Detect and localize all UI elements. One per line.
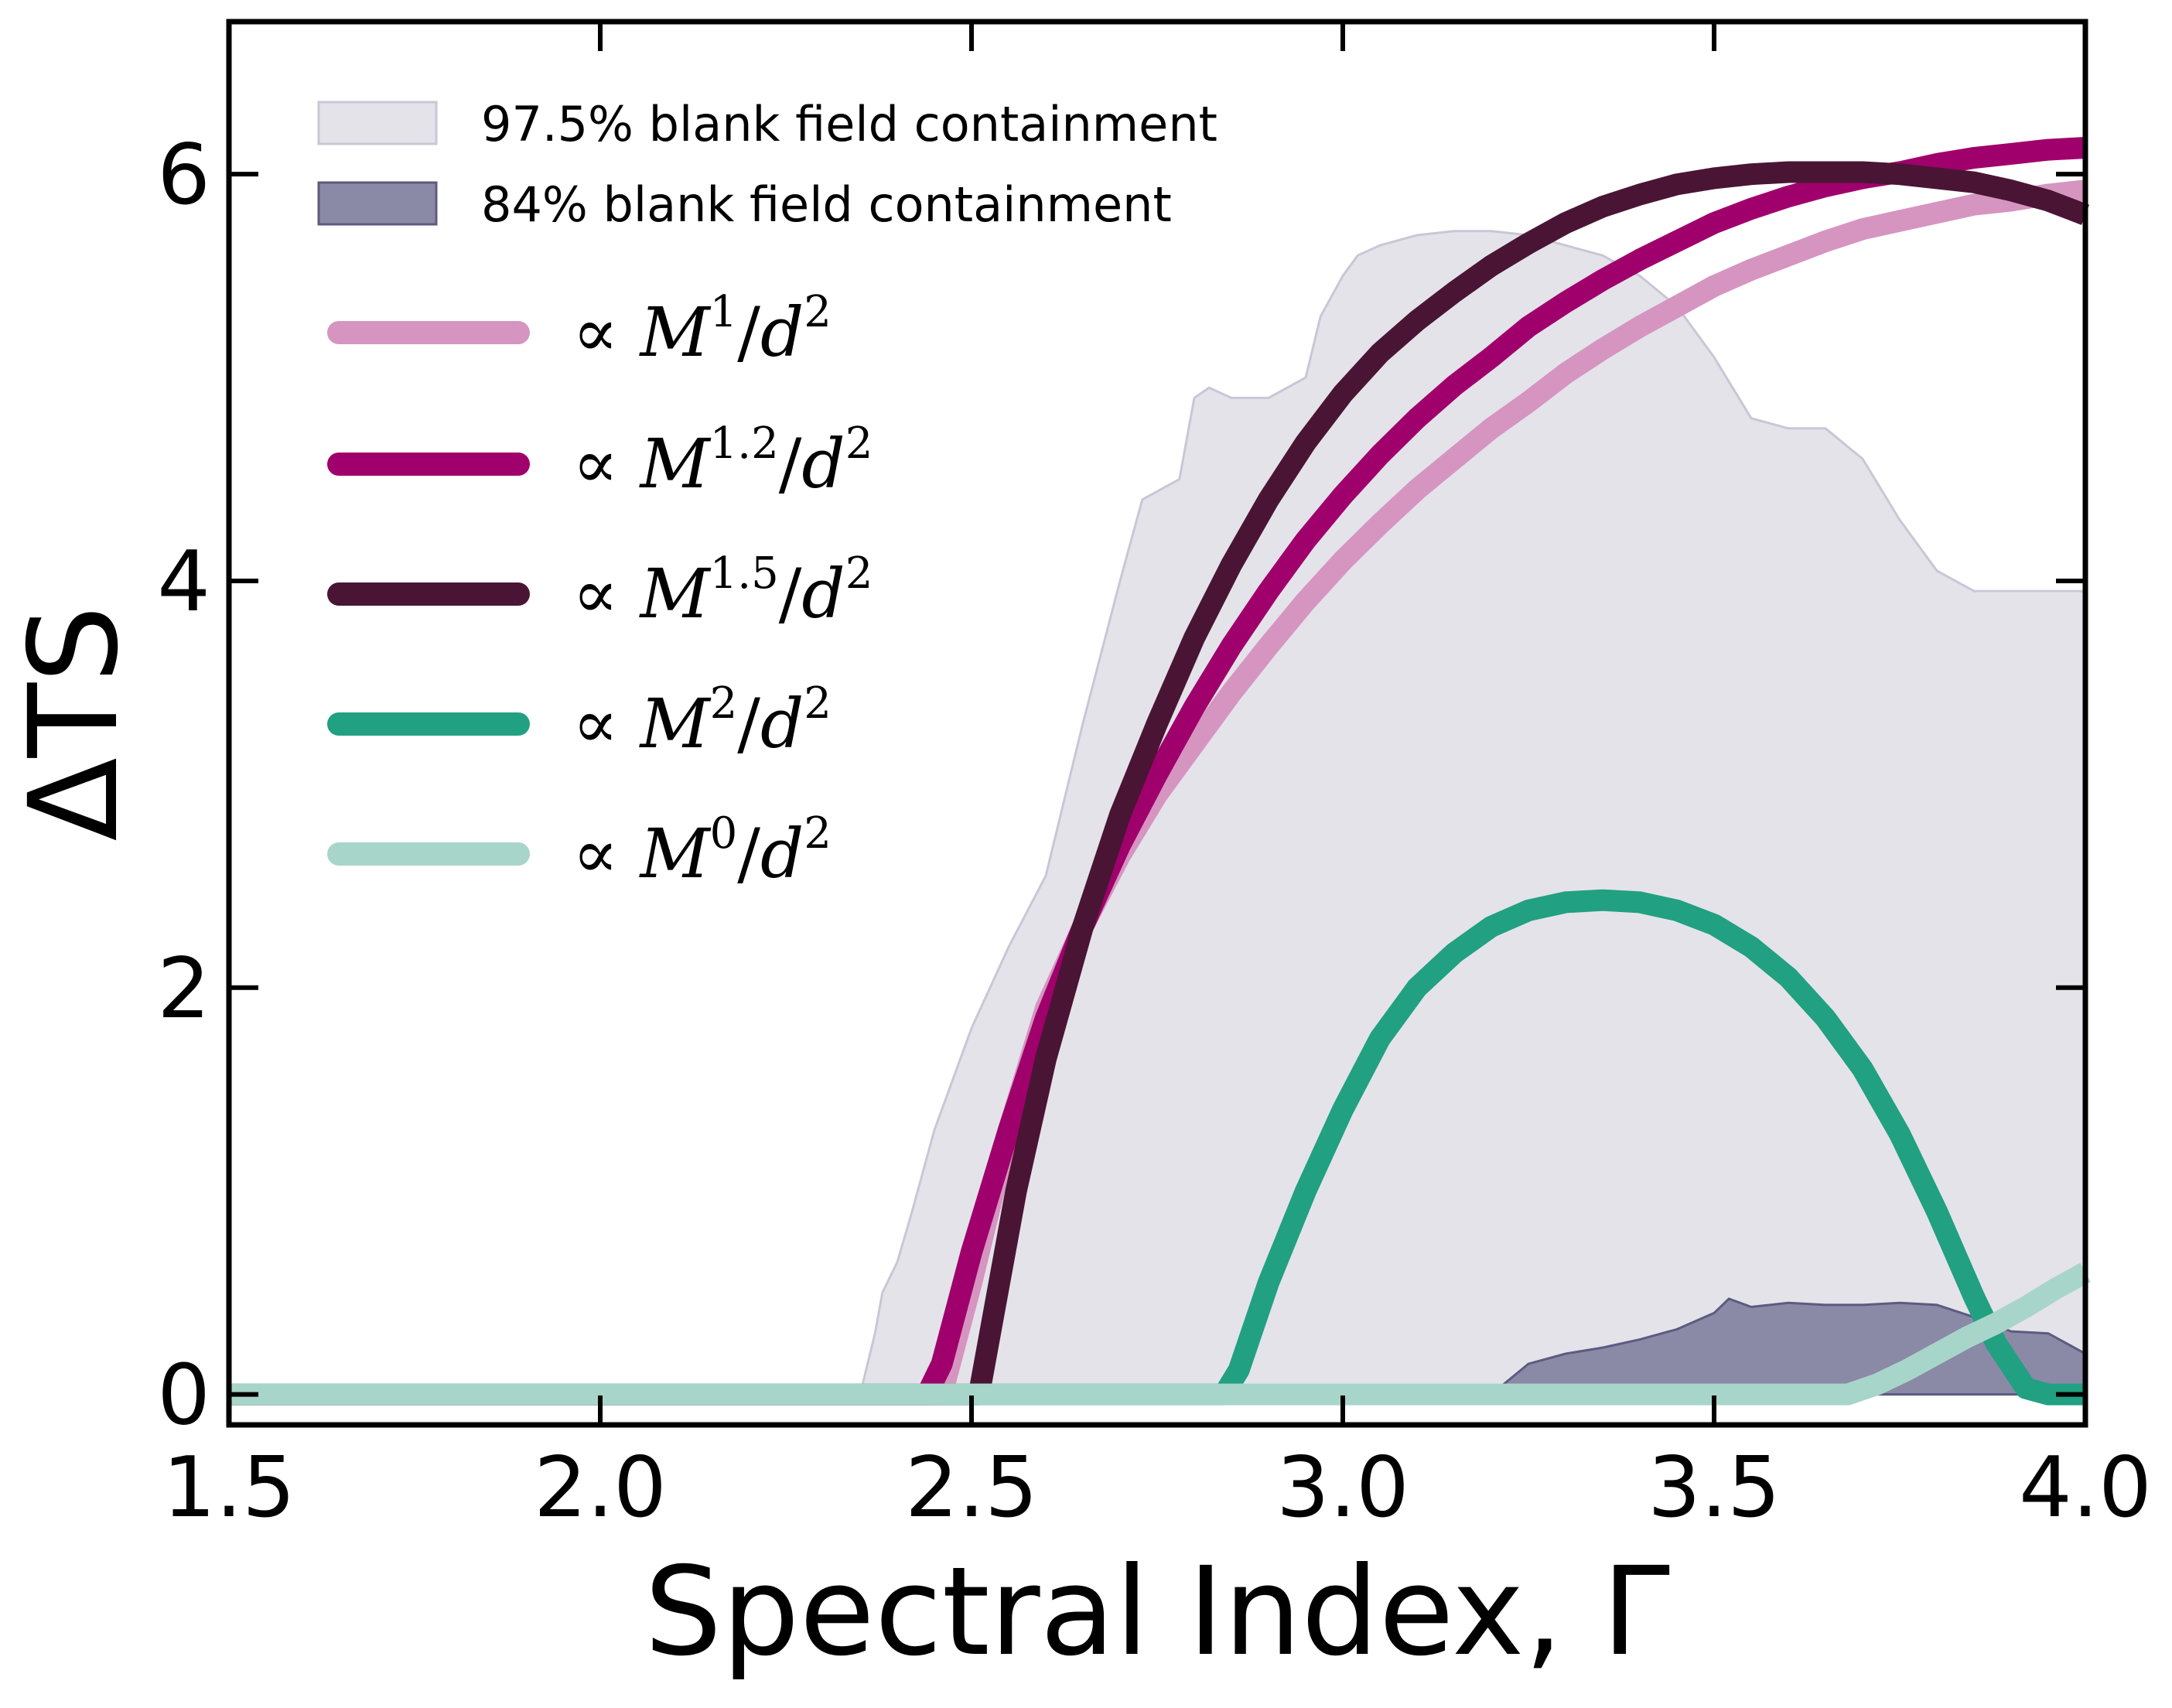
legend-label-series: ∝ M1/d2 [572, 287, 832, 372]
plot-frame [226, 19, 2088, 1428]
series-lines [229, 137, 2091, 1406]
y-axis-label: ΔTS [3, 606, 145, 842]
axis-tick-labels: 1.5 2.0 2.5 3.0 3.5 4.0 0 2 4 6 [157, 127, 2152, 1536]
legend-label-band: 84% blank field containment [481, 176, 1172, 233]
legend-label-band: 97.5% blank field containment [481, 96, 1217, 152]
x-tick-label: 2.0 [534, 1440, 667, 1536]
legend-label-series: ∝ M2/d2 [572, 678, 832, 763]
x-axis-label: Spectral Index, Γ [644, 1541, 1670, 1683]
legend-label-series: ∝ M1.2/d2 [572, 418, 873, 504]
y-tick-label: 2 [157, 941, 210, 1037]
legend-label-series: ∝ M1.5/d2 [572, 548, 873, 634]
series-line-m2 [229, 889, 2085, 1406]
x-tick-label: 2.5 [905, 1440, 1038, 1536]
legend-label-series: ∝ M0/d2 [572, 808, 832, 893]
y-tick-label: 0 [157, 1348, 210, 1444]
x-tick-label: 3.5 [1648, 1440, 1781, 1536]
x-tick-label: 3.0 [1276, 1440, 1409, 1536]
axis-ticks [227, 22, 2088, 1425]
legend: 97.5% blank field containment 84% blank f… [317, 96, 1217, 893]
series-line-m0 [229, 1262, 2091, 1406]
x-tick-label: 1.5 [162, 1440, 295, 1536]
legend-swatch-band [317, 101, 438, 145]
series-line-m1-5 [229, 161, 2090, 1406]
y-tick-label: 6 [157, 127, 210, 224]
x-tick-label: 4.0 [2019, 1440, 2152, 1536]
y-tick-label: 4 [157, 534, 210, 630]
legend-swatch-band [317, 181, 438, 226]
